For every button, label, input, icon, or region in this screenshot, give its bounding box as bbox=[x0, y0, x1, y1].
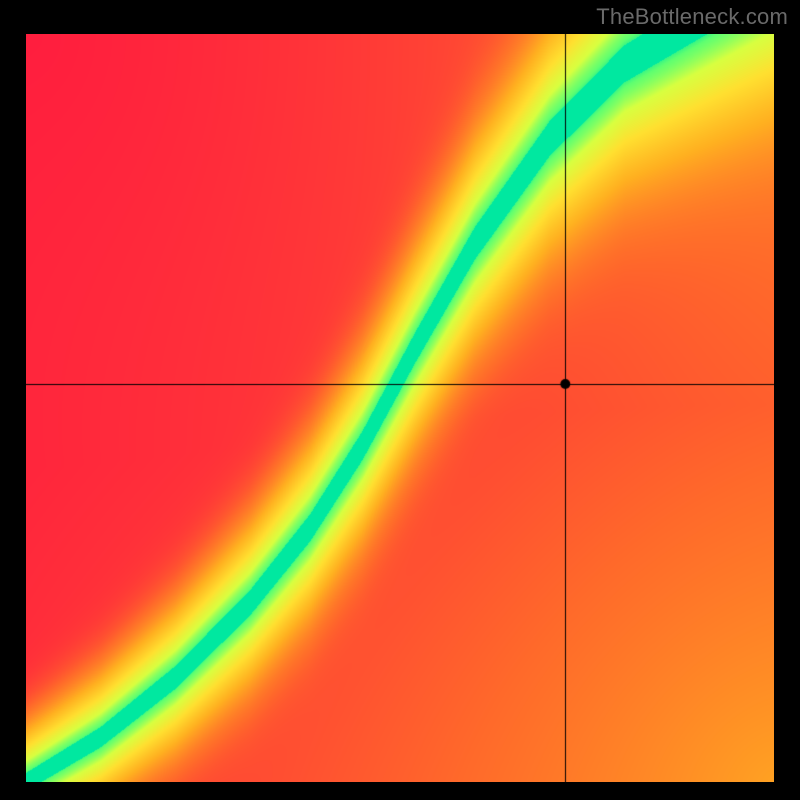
figure-container: TheBottleneck.com bbox=[0, 0, 800, 800]
crosshair-overlay bbox=[26, 34, 774, 782]
attribution-text: TheBottleneck.com bbox=[596, 4, 788, 30]
plot-area bbox=[26, 34, 774, 782]
